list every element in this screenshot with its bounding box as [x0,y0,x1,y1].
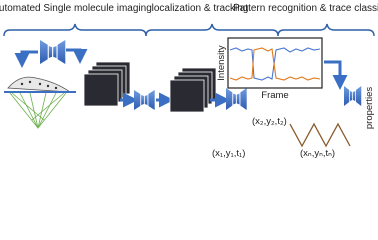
point-label: (x₁,y₁,t₁) [212,148,245,159]
microscope [4,40,88,129]
output-label: properties [364,87,375,129]
brace [145,23,279,37]
stage-label: localization & tracking [152,3,249,14]
axis-label: Frame [261,90,288,101]
brace [3,23,147,37]
diagram: Automated Single molecule imaging locali… [0,3,378,159]
axis-label: Intensity [216,45,227,81]
stage-label: Automated Single molecule imaging [0,3,152,14]
point-label: (xₙ,yₙ,tₙ) [300,148,335,159]
image-stack [169,67,217,113]
brace [277,23,375,37]
intensity-plot: Intensity Frame [216,37,323,101]
point-label: (x₂,y₂,t₂) [252,116,287,127]
stage-label: Pattern recognition & trace classificati… [233,3,378,14]
